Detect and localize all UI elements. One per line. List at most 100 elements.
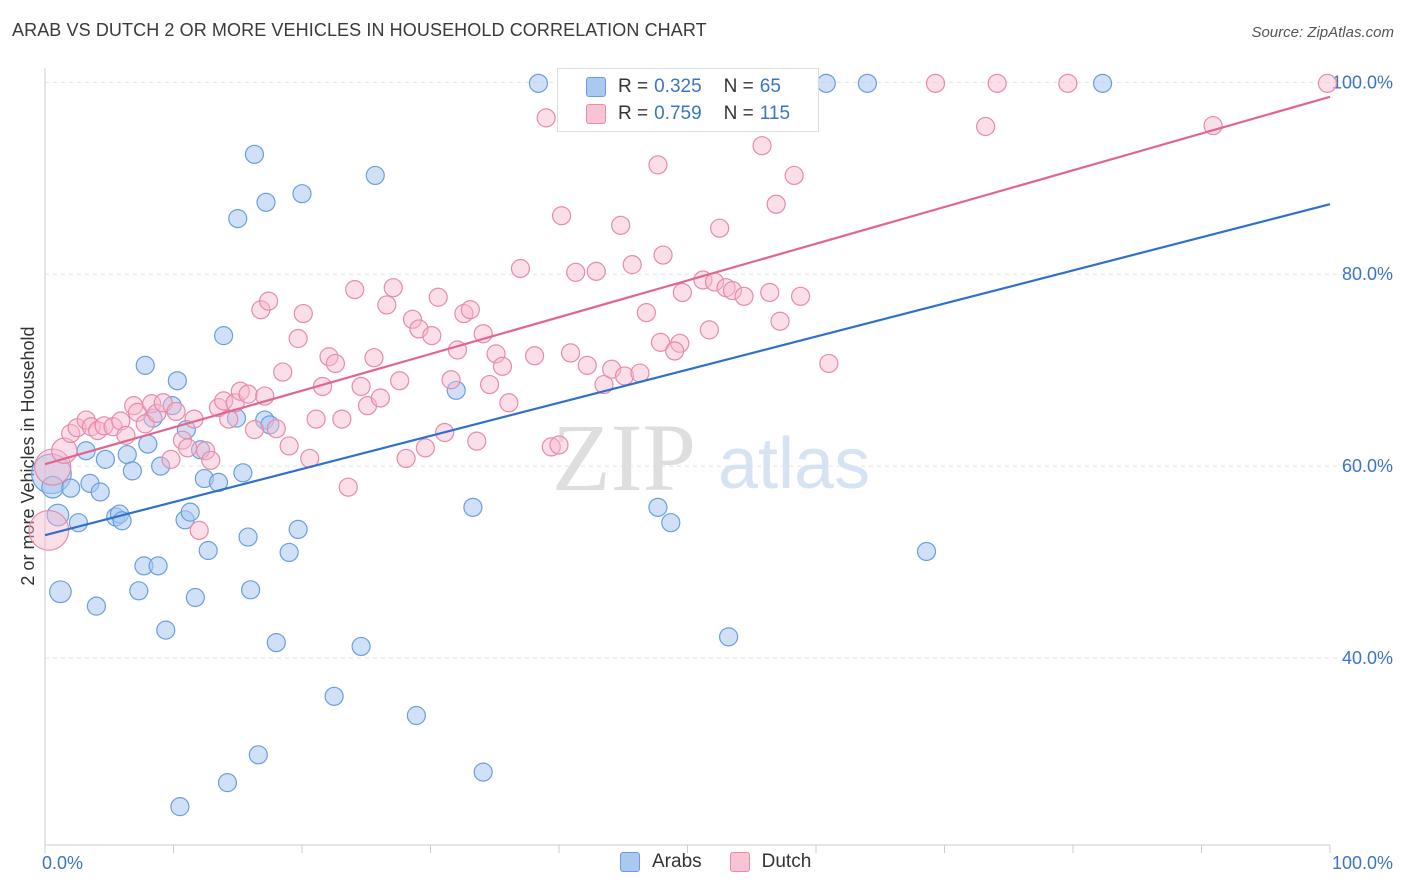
arabs-point — [324, 686, 344, 706]
dutch-point — [306, 409, 326, 429]
dutch-point — [770, 311, 790, 331]
arabs-point — [90, 482, 110, 502]
arabs-point — [463, 497, 483, 517]
dutch-point — [577, 355, 597, 375]
dutch-point — [219, 409, 239, 429]
arabs-point — [248, 745, 268, 765]
arabs-point — [151, 456, 171, 476]
dutch-point — [383, 278, 403, 298]
legend-item-arabs[interactable]: Arabs — [620, 851, 702, 873]
arabs-point — [719, 627, 739, 647]
dutch-point — [622, 255, 642, 275]
arabs-point — [256, 192, 276, 212]
arabs-trend-line — [44, 203, 1331, 537]
arabs-point — [241, 580, 261, 600]
arabs-point — [129, 581, 149, 601]
dutch-point — [790, 286, 811, 306]
arabs-r-value: 0.325 — [654, 76, 702, 97]
dutch-r-value: 0.759 — [654, 103, 702, 124]
dutch-point — [650, 332, 671, 352]
dutch-point — [925, 73, 946, 93]
dutch-point — [722, 280, 743, 301]
dutch-point — [189, 520, 209, 540]
dutch-point — [611, 215, 631, 235]
arabs-point — [528, 73, 549, 93]
arabs-point — [857, 73, 878, 93]
arabs-point — [217, 773, 238, 793]
y-tick-label: 100.0% — [1332, 72, 1393, 92]
dutch-point — [325, 353, 346, 374]
x-tick-label-max: 100.0% — [1332, 853, 1393, 873]
dutch-point — [266, 419, 286, 439]
dutch-point — [510, 258, 531, 279]
dutch-point — [467, 431, 487, 451]
arabs-point — [122, 461, 142, 481]
dutch-point — [586, 261, 606, 281]
dutch-trend-line — [44, 95, 1331, 466]
dutch-point — [351, 376, 371, 397]
arabs-point — [86, 596, 107, 616]
arabs-point — [46, 503, 70, 527]
legend-item-dutch[interactable]: Dutch — [729, 851, 811, 873]
y-tick-label: 40.0% — [1342, 648, 1393, 668]
dutch-point — [28, 509, 70, 551]
legend-row-dutch: R = 0.759 N = 115 — [586, 100, 790, 128]
dutch-point — [147, 403, 167, 423]
dutch-point — [536, 108, 556, 128]
dutch-point — [428, 287, 448, 307]
dutch-point — [819, 353, 839, 374]
dutch-point — [370, 388, 390, 408]
arabs-r-label: R = — [618, 76, 649, 97]
dutch-point — [486, 344, 506, 364]
y-axis-label: 2 or more Vehicles in Household — [18, 326, 38, 585]
arabs-point — [288, 519, 308, 540]
y-tick-label: 60.0% — [1342, 456, 1393, 476]
dutch-point — [230, 381, 250, 401]
arabs-point — [228, 209, 248, 229]
arabs-point — [214, 326, 234, 346]
arabs-point — [148, 556, 168, 576]
dutch-point — [415, 438, 435, 458]
x-tick-label-min: 0.0% — [42, 853, 83, 873]
arabs-point — [279, 542, 299, 563]
chart-title: ARAB VS DUTCH 2 OR MORE VEHICLES IN HOUS… — [12, 20, 707, 40]
arabs-point — [233, 463, 253, 483]
dutch-point — [196, 441, 216, 461]
dutch-point — [345, 279, 365, 300]
dutch-point — [480, 374, 500, 395]
arabs-point — [185, 587, 205, 608]
arabs-point — [156, 620, 176, 640]
dutch-point — [273, 362, 293, 382]
dutch-n-value: 115 — [759, 103, 791, 124]
dutch-point — [178, 438, 198, 458]
arabs-point — [138, 434, 158, 454]
grid-lines — [45, 81, 1390, 659]
dutch-point — [460, 300, 480, 320]
arabs-n-label: N = — [723, 76, 754, 97]
dutch-point — [665, 341, 685, 361]
arabs-point — [238, 527, 258, 547]
arabs-point — [61, 478, 81, 498]
legend-row-arabs: R = 0.325 N = 65 — [586, 73, 781, 101]
dutch-point — [402, 309, 423, 329]
arabs-point — [406, 705, 426, 726]
dutch-point — [332, 409, 352, 429]
dutch-point — [127, 402, 148, 422]
dutch-point — [258, 291, 279, 311]
series-legend: Arabs Dutch — [620, 851, 839, 873]
dutch-point — [396, 448, 416, 469]
dutch-point — [987, 73, 1007, 93]
dutch-swatch — [586, 104, 606, 124]
y-tick-label: 80.0% — [1342, 264, 1393, 284]
arabs-point — [365, 165, 385, 186]
x-tick-labels: 0.0% 100.0% — [42, 853, 1393, 873]
arabs-point — [117, 444, 137, 465]
dutch-point — [293, 303, 313, 324]
arabs-point — [473, 762, 493, 782]
arabs-point — [661, 513, 681, 533]
dutch-point — [760, 282, 780, 303]
arabs-point — [446, 380, 466, 400]
arabs-point — [198, 540, 218, 561]
arabs-point — [916, 541, 937, 562]
